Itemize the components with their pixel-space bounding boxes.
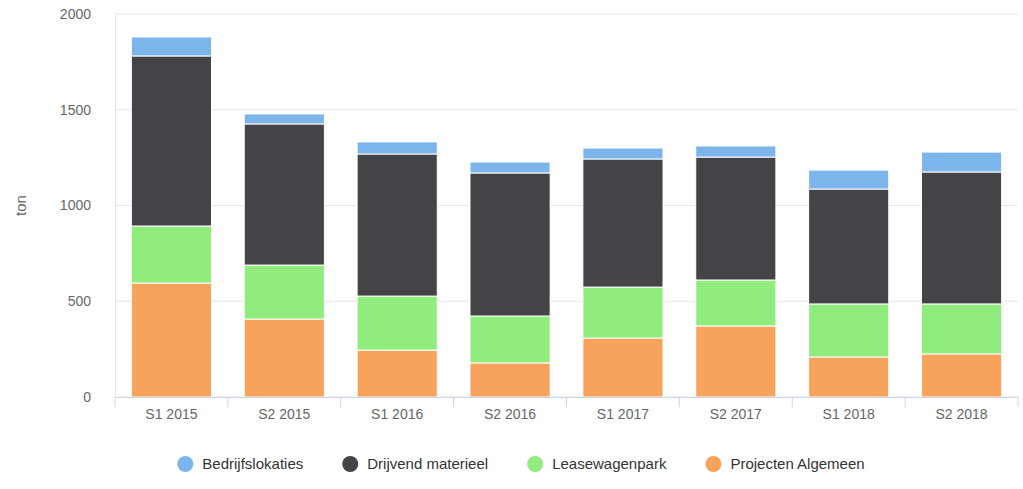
bar-segment xyxy=(470,316,550,363)
x-tick: S2 2018 xyxy=(935,397,987,422)
category-separator xyxy=(227,397,228,407)
bar-segment xyxy=(357,296,437,350)
x-tick-label: S1 2018 xyxy=(823,406,875,422)
x-axis: S1 2015 S2 2015 S1 2016 S2 2016 S1 2017 S2 20… xyxy=(115,397,1019,422)
y-tick-label: 500 xyxy=(68,293,92,309)
legend-label: Drijvend materieel xyxy=(367,455,488,472)
chart-svg: 0 500 1000 1500 2000 S1 2015 S2 2015 S1 2016 S2 … xyxy=(0,0,1023,489)
x-tick-label: S2 2016 xyxy=(484,406,536,422)
x-tick-label: S2 2018 xyxy=(935,406,987,422)
bar-series xyxy=(131,56,1001,316)
y-tick-label: 2000 xyxy=(60,6,91,22)
bar-segment xyxy=(809,189,889,304)
bar-segment xyxy=(696,280,776,326)
bars xyxy=(131,37,1001,397)
bar-segment xyxy=(131,37,211,56)
legend-symbol xyxy=(177,456,193,472)
y-axis: 0 500 1000 1500 2000 xyxy=(60,6,116,405)
y-tick: 500 xyxy=(68,293,115,309)
bar-segment xyxy=(357,350,437,397)
x-tick: S1 2017 xyxy=(597,397,649,422)
category-separator xyxy=(453,397,454,407)
y-tick: 1500 xyxy=(60,102,115,118)
bar-segment xyxy=(131,283,211,397)
y-tick: 1000 xyxy=(60,197,115,213)
plot-area: 0 500 1000 1500 2000 S1 2015 S2 2015 S1 2016 S2 … xyxy=(60,6,1019,422)
x-tick: S2 2017 xyxy=(710,397,762,422)
legend-label: Bedrijfslokaties xyxy=(202,455,303,472)
x-tick: S1 2018 xyxy=(823,397,875,422)
x-tick-label: S1 2016 xyxy=(371,406,423,422)
x-tick-label: S2 2015 xyxy=(258,406,310,422)
category-separator xyxy=(679,397,680,407)
bar-segment xyxy=(131,226,211,283)
bar-segment xyxy=(470,162,550,173)
bar-segment xyxy=(921,172,1001,304)
legend-item[interactable]: Projecten Algemeen xyxy=(705,455,864,472)
y-tick-label: 1500 xyxy=(60,102,91,118)
bar-segment xyxy=(809,170,889,189)
bar-segment xyxy=(583,338,663,397)
grid xyxy=(115,14,1018,397)
bar-segment xyxy=(696,157,776,280)
legend-symbol xyxy=(705,456,721,472)
x-tick: S1 2016 xyxy=(371,397,423,422)
legend-item[interactable]: Leasewagenpark xyxy=(527,455,667,472)
bar-segment xyxy=(244,114,324,124)
category-separator xyxy=(340,397,341,407)
legend-symbol xyxy=(527,456,543,472)
x-tick-label: S1 2015 xyxy=(145,406,197,422)
legend-item[interactable]: Drijvend materieel xyxy=(342,455,488,472)
x-tick-label: S1 2017 xyxy=(597,406,649,422)
category-separator xyxy=(115,397,116,407)
bar-segment xyxy=(244,319,324,397)
bar-segment xyxy=(809,304,889,357)
y-tick: 0 xyxy=(83,389,115,405)
y-tick-label: 0 xyxy=(83,389,91,405)
chart-container: 0 500 1000 1500 2000 S1 2015 S2 2015 S1 2016 S2 … xyxy=(0,0,1023,489)
legend-symbol xyxy=(342,456,358,472)
bar-segment xyxy=(583,287,663,338)
bar-segment xyxy=(357,142,437,154)
bar-segment xyxy=(244,124,324,265)
category-separator xyxy=(905,397,906,407)
bar-segment xyxy=(583,148,663,159)
bar-segment xyxy=(921,304,1001,354)
grid-line xyxy=(115,14,1018,15)
legend-label: Projecten Algemeen xyxy=(730,455,864,472)
x-tick: S1 2015 xyxy=(145,397,197,422)
bar-series xyxy=(131,37,1001,189)
legend: Bedrijfslokaties Drijvend materieel Leasew… xyxy=(177,455,864,472)
bar-segment xyxy=(921,354,1001,397)
y-tick: 2000 xyxy=(60,6,115,22)
y-tick-label: 1000 xyxy=(60,197,91,213)
category-separator xyxy=(566,397,567,407)
x-tick-label: S2 2017 xyxy=(710,406,762,422)
bar-segment xyxy=(470,363,550,397)
bar-segment xyxy=(357,154,437,296)
category-separator xyxy=(1018,397,1019,407)
bar-segment xyxy=(583,159,663,287)
bar-segment xyxy=(244,265,324,319)
category-separator xyxy=(792,397,793,407)
legend-item[interactable]: Bedrijfslokaties xyxy=(177,455,303,472)
bar-segment xyxy=(696,146,776,157)
category-separators xyxy=(115,397,1018,407)
legend-label: Leasewagenpark xyxy=(552,455,667,472)
bar-segment xyxy=(470,173,550,316)
y-axis-title: ton xyxy=(12,195,29,216)
bar-segment xyxy=(696,326,776,397)
bar-segment xyxy=(809,357,889,397)
bar-segment xyxy=(921,152,1001,172)
y-axis-line xyxy=(115,15,116,398)
bar-segment xyxy=(131,56,211,226)
x-tick: S2 2015 xyxy=(258,397,310,422)
grid-line xyxy=(115,109,1018,110)
x-tick: S2 2016 xyxy=(484,397,536,422)
